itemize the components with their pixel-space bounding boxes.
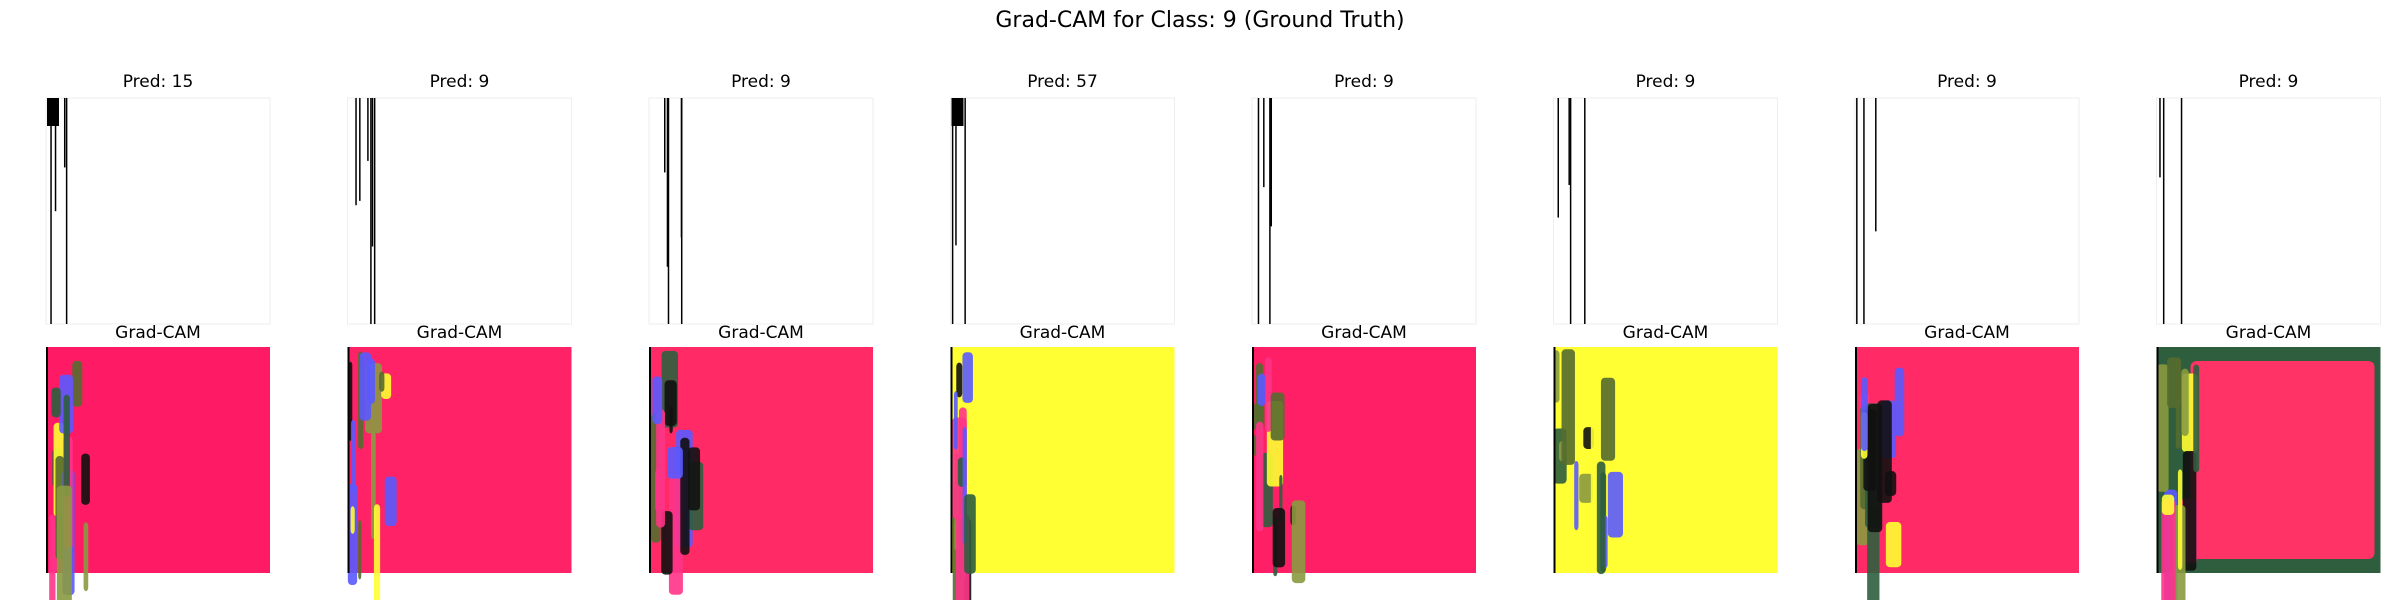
- heatmap: [46, 347, 270, 600]
- prediction-label: Pred: 9: [1937, 72, 1997, 92]
- heatmap-blob: [687, 447, 701, 511]
- heatmap-blob: [350, 419, 356, 493]
- heatmap-blob: [1579, 473, 1593, 503]
- input-image: [1854, 97, 2080, 325]
- gradcam-label: Grad-CAM: [718, 323, 804, 343]
- heatmap-blob: [1256, 421, 1264, 532]
- prediction-label: Pred: 9: [1636, 72, 1696, 92]
- gradcam-label: Grad-CAM: [417, 323, 503, 343]
- heatmap-blob: [661, 511, 673, 575]
- heatmap-blob: [1272, 508, 1286, 568]
- heatmap-core: [2190, 361, 2375, 559]
- input-blob: [951, 98, 964, 126]
- input-image: [1553, 97, 1778, 325]
- heatmap-blob: [652, 376, 663, 425]
- heatmap: [2156, 347, 2381, 600]
- heatmap: [347, 347, 572, 600]
- heatmap-blob: [956, 362, 963, 398]
- heatmap-blob: [348, 361, 353, 441]
- heatmap-blob: [83, 522, 89, 592]
- gradcam-label: Grad-CAM: [2226, 323, 2312, 343]
- input-image: [648, 97, 874, 325]
- heatmap-blob: [953, 391, 958, 450]
- heatmap-blob: [964, 494, 976, 574]
- heatmap-blob: [1291, 500, 1306, 584]
- input-blob: [47, 98, 59, 126]
- heatmap-blob: [1590, 391, 1598, 517]
- gradcam-label: Grad-CAM: [1020, 323, 1106, 343]
- heatmap-blob: [962, 352, 973, 403]
- heatmap: [649, 347, 873, 595]
- gradcam-label: Grad-CAM: [1321, 323, 1407, 343]
- heatmap-blob: [667, 447, 683, 479]
- heatmap-blob: [51, 387, 61, 418]
- heatmap-blob: [373, 504, 381, 600]
- heatmap-blob: [2177, 469, 2183, 570]
- gradcam-label: Grad-CAM: [1924, 323, 2010, 343]
- heatmap-blob: [2193, 364, 2200, 473]
- heatmap-blob: [359, 352, 372, 421]
- heatmap-blob: [56, 485, 72, 600]
- input-image: [1251, 97, 1477, 325]
- heatmap-blob: [347, 483, 358, 586]
- heatmap-blob: [1257, 373, 1266, 406]
- prediction-label: Pred: 57: [1027, 72, 1098, 92]
- heatmap-blob: [1860, 377, 1868, 451]
- heatmap-blob: [664, 380, 677, 426]
- input-image: [2156, 97, 2381, 325]
- heatmap-bg: [1252, 347, 1476, 573]
- gradcam-label: Grad-CAM: [1623, 323, 1709, 343]
- heatmap-blob: [656, 409, 665, 528]
- prediction-label: Pred: 9: [2239, 72, 2299, 92]
- prediction-label: Pred: 9: [1334, 72, 1394, 92]
- gradcam-label: Grad-CAM: [115, 323, 201, 343]
- heatmap-blob: [1884, 471, 1897, 496]
- prediction-label: Pred: 15: [123, 72, 194, 92]
- heatmap: [1855, 347, 2079, 600]
- heatmap-bg: [1553, 347, 1778, 573]
- heatmap-blob: [379, 371, 385, 392]
- input-image: [347, 97, 572, 325]
- heatmap-blob: [1596, 461, 1606, 575]
- heatmap-blob: [2167, 357, 2182, 409]
- heatmap-blob: [350, 506, 355, 534]
- heatmap-blob: [2156, 364, 2169, 492]
- heatmap-blob: [81, 453, 90, 505]
- heatmap-blob: [49, 514, 56, 600]
- prediction-label: Pred: 9: [430, 72, 490, 92]
- heatmap-blob: [1561, 349, 1575, 465]
- heatmap-blob: [669, 406, 673, 434]
- heatmap-blob: [1885, 522, 1902, 568]
- heatmap-bg: [950, 347, 1175, 573]
- prediction-label: Pred: 9: [731, 72, 791, 92]
- heatmap-blob: [2181, 368, 2189, 436]
- heatmap-blob: [1265, 357, 1272, 432]
- heatmap: [1553, 347, 1778, 575]
- input-image: [45, 97, 271, 325]
- heatmap: [950, 347, 1175, 600]
- heatmap: [1252, 347, 1476, 584]
- heatmap-blob: [2161, 499, 2176, 600]
- heatmap-blob: [72, 360, 83, 407]
- figure-title: Grad-CAM for Class: 9 (Ground Truth): [995, 8, 1404, 33]
- heatmap-blob: [2161, 494, 2175, 515]
- heatmap-blob: [1574, 460, 1579, 531]
- input-image: [950, 97, 1175, 325]
- heatmap-blob: [1270, 392, 1285, 441]
- heatmap-blob: [1894, 367, 1905, 437]
- heatmap-blob: [1607, 471, 1624, 538]
- heatmap-blob: [2182, 451, 2197, 571]
- heatmap-blob: [384, 476, 397, 527]
- heatmap-blob: [358, 519, 362, 580]
- heatmap-blob: [63, 394, 70, 497]
- heatmap-blob: [1600, 377, 1616, 461]
